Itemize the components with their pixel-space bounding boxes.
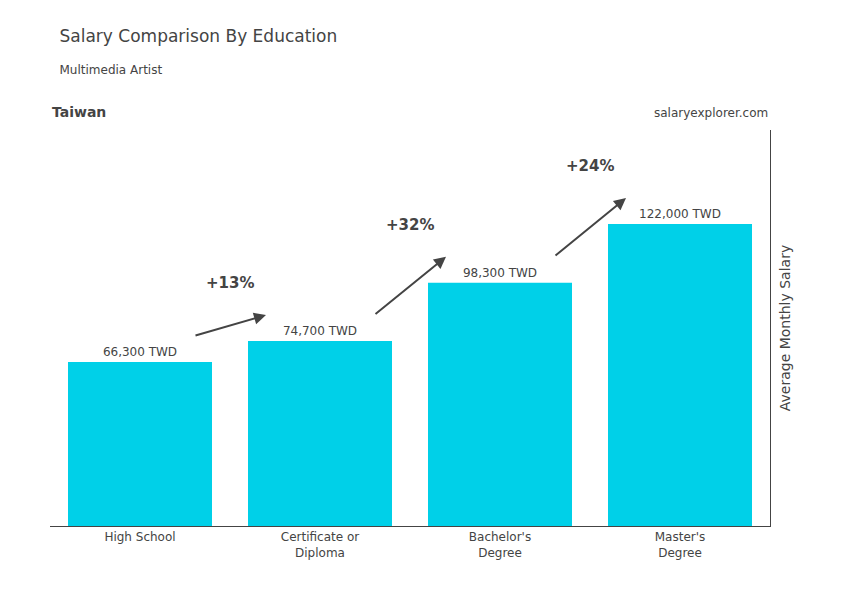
svg-text:+24%: +24% bbox=[566, 157, 614, 175]
svg-text:salaryexplorer.com: salaryexplorer.com bbox=[654, 106, 768, 120]
svg-text:High School: High School bbox=[104, 530, 175, 544]
svg-text:66,300 TWD: 66,300 TWD bbox=[103, 345, 177, 359]
svg-text:98,300 TWD: 98,300 TWD bbox=[463, 266, 537, 280]
svg-text:Bachelor'sDegree: Bachelor'sDegree bbox=[469, 530, 531, 560]
svg-text:Salary Comparison By Education: Salary Comparison By Education bbox=[60, 26, 338, 46]
svg-text:+13%: +13% bbox=[206, 274, 254, 292]
svg-text:Master'sDegree: Master'sDegree bbox=[655, 530, 706, 560]
svg-text:74,700 TWD: 74,700 TWD bbox=[283, 324, 357, 338]
svg-text:Average Monthly Salary: Average Monthly Salary bbox=[777, 245, 793, 411]
svg-text:122,000 TWD: 122,000 TWD bbox=[639, 207, 721, 221]
svg-text:Multimedia Artist: Multimedia Artist bbox=[60, 63, 163, 77]
svg-text:Taiwan: Taiwan bbox=[52, 104, 106, 120]
svg-text:Certificate orDiploma: Certificate orDiploma bbox=[281, 530, 359, 560]
svg-text:+32%: +32% bbox=[386, 216, 434, 234]
